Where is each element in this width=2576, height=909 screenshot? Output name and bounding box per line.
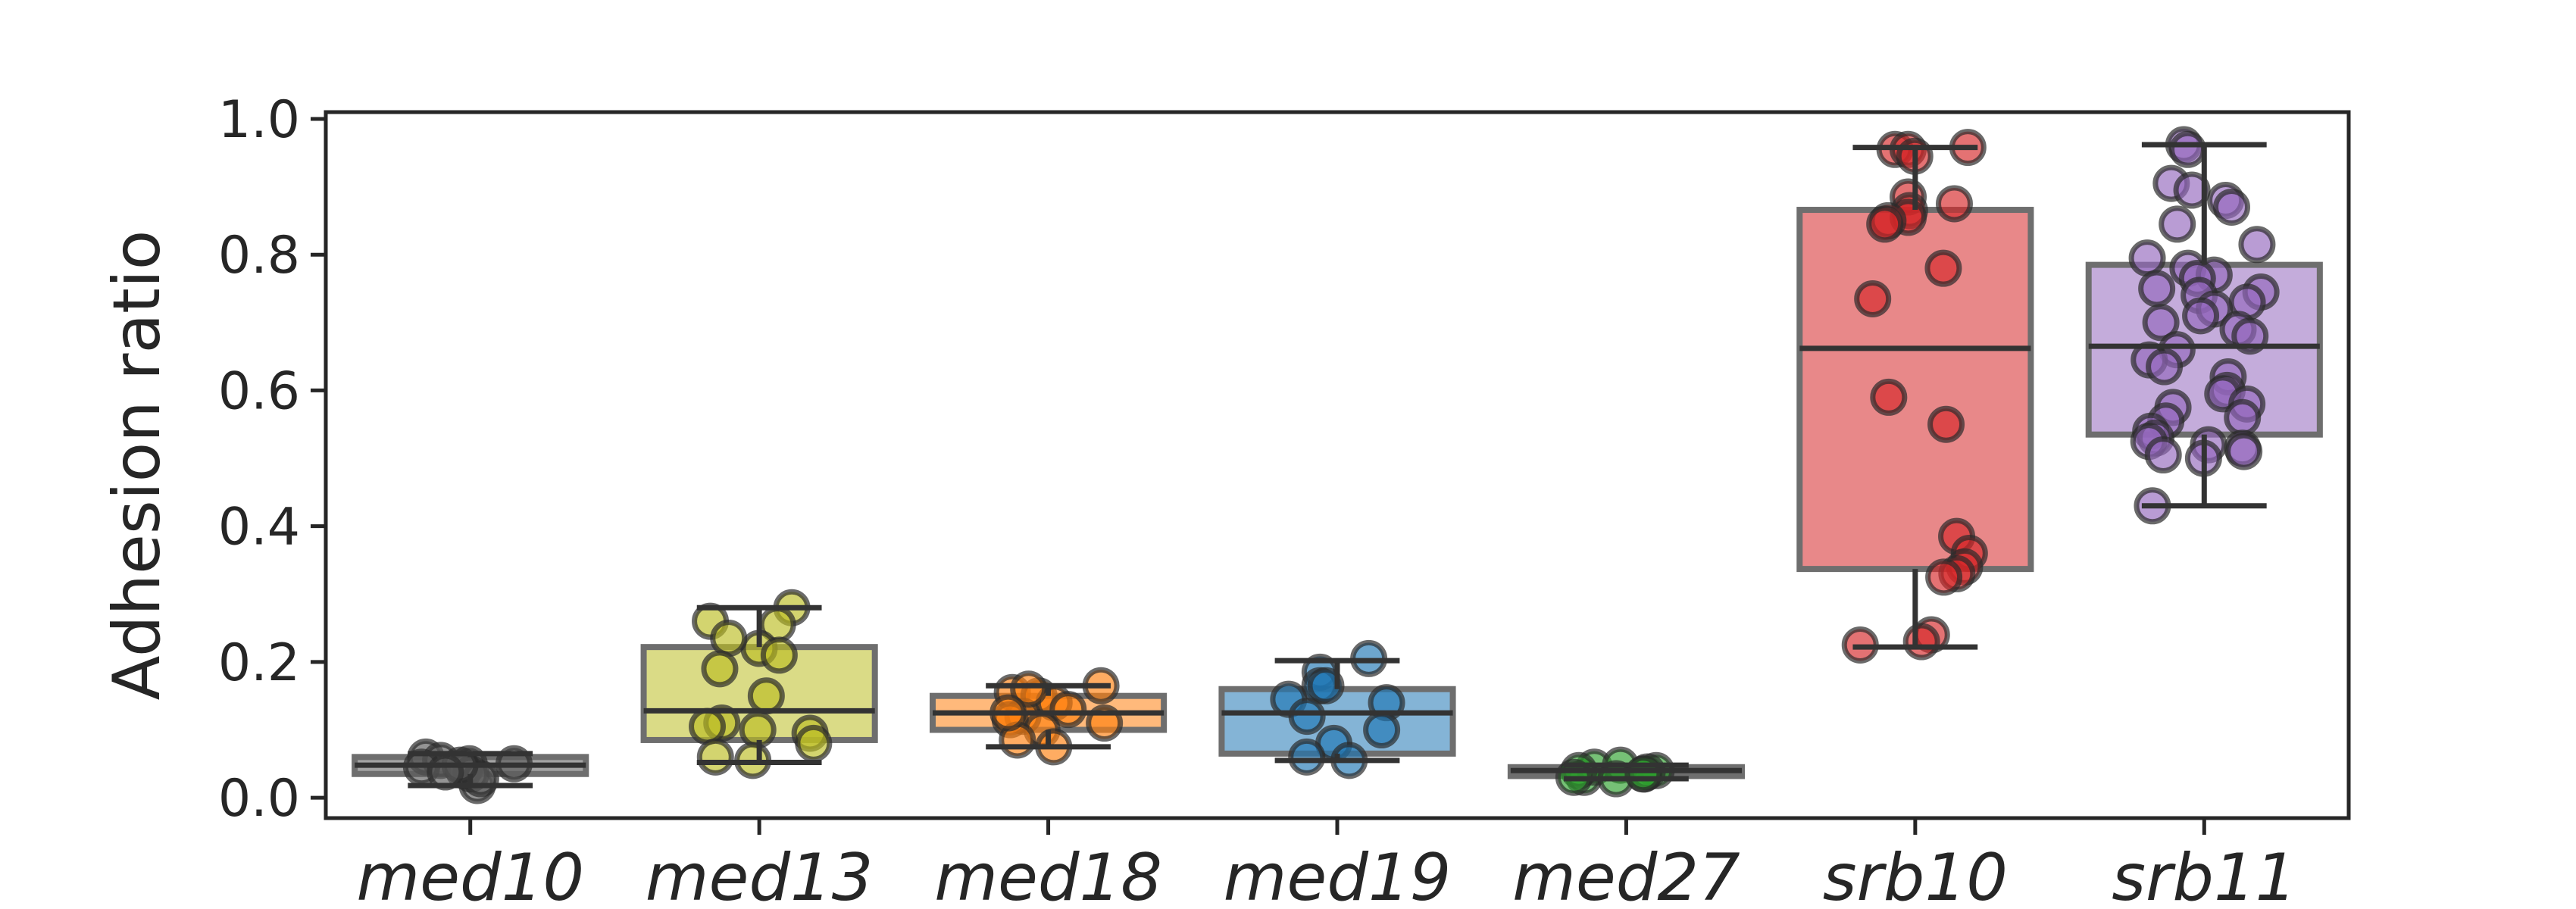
x-tick-label: med13 xyxy=(646,840,874,909)
point-med19-6 xyxy=(1363,711,1401,748)
point-med13-6 xyxy=(701,650,739,688)
point-med13-12 xyxy=(795,724,833,762)
whiskers-layer xyxy=(355,142,2320,789)
point-srb10-18 xyxy=(1925,558,1963,596)
point-srb11-23 xyxy=(2146,348,2184,386)
point-srb11-29 xyxy=(2224,398,2262,436)
point-med19-8 xyxy=(1288,738,1326,776)
point-srb10-10 xyxy=(1924,249,1962,287)
point-srb11-17 xyxy=(2182,297,2220,335)
point-med13-13 xyxy=(696,738,734,776)
point-srb10-13 xyxy=(1927,405,1965,443)
point-srb10-12 xyxy=(1870,378,1908,416)
x-tick-label: med27 xyxy=(1512,840,1740,909)
x-tick-label: srb10 xyxy=(1823,840,2008,909)
point-srb11-1 xyxy=(2169,130,2207,168)
y-tick-label: 0.4 xyxy=(218,498,300,558)
point-med13-4 xyxy=(710,620,748,658)
x-tick-label: med18 xyxy=(934,840,1162,909)
box-srb10 xyxy=(1796,207,2034,573)
point-srb11-5 xyxy=(2212,188,2250,226)
point-srb10-9 xyxy=(1866,205,1904,243)
point-med18-4 xyxy=(1049,691,1087,729)
point-srb11-37 xyxy=(2144,436,2182,474)
y-tick-label: 0.2 xyxy=(218,633,300,693)
point-med13-7 xyxy=(747,677,785,715)
point-srb11-36 xyxy=(2225,433,2263,470)
point-med19-5 xyxy=(1288,698,1326,736)
point-med19-10 xyxy=(1307,667,1345,704)
y-tick-label: 0.8 xyxy=(218,226,300,286)
point-srb10-11 xyxy=(1854,280,1892,317)
x-tick-label: med19 xyxy=(1224,840,1452,909)
point-srb11-18 xyxy=(2142,304,2180,342)
y-axis-title: Adhesion ratio xyxy=(99,230,175,701)
point-med13-5 xyxy=(760,636,798,674)
x-tick-label: srb11 xyxy=(2112,840,2296,909)
point-med18-11 xyxy=(1010,670,1048,708)
point-srb11-6 xyxy=(2159,205,2196,243)
point-srb11-7 xyxy=(2238,226,2276,264)
point-srb11-8 xyxy=(2128,239,2166,277)
y-tick-label: 1.0 xyxy=(218,90,300,150)
point-srb11-3 xyxy=(2173,171,2211,209)
y-axis: 0.0 0.2 0.4 0.6 0.8 1.0 xyxy=(218,90,326,829)
x-axis: med10 med13 med18 med19 med27 srb10 srb11 xyxy=(356,818,2296,909)
y-tick-label: 0.6 xyxy=(218,361,300,421)
point-srb10-20 xyxy=(1902,623,1940,661)
point-srb11-12 xyxy=(2138,270,2176,308)
x-tick-label: med10 xyxy=(356,840,584,909)
point-med13-10 xyxy=(688,708,726,745)
point-srb10-5 xyxy=(1935,185,1973,223)
y-tick-label: 0.0 xyxy=(218,769,300,829)
